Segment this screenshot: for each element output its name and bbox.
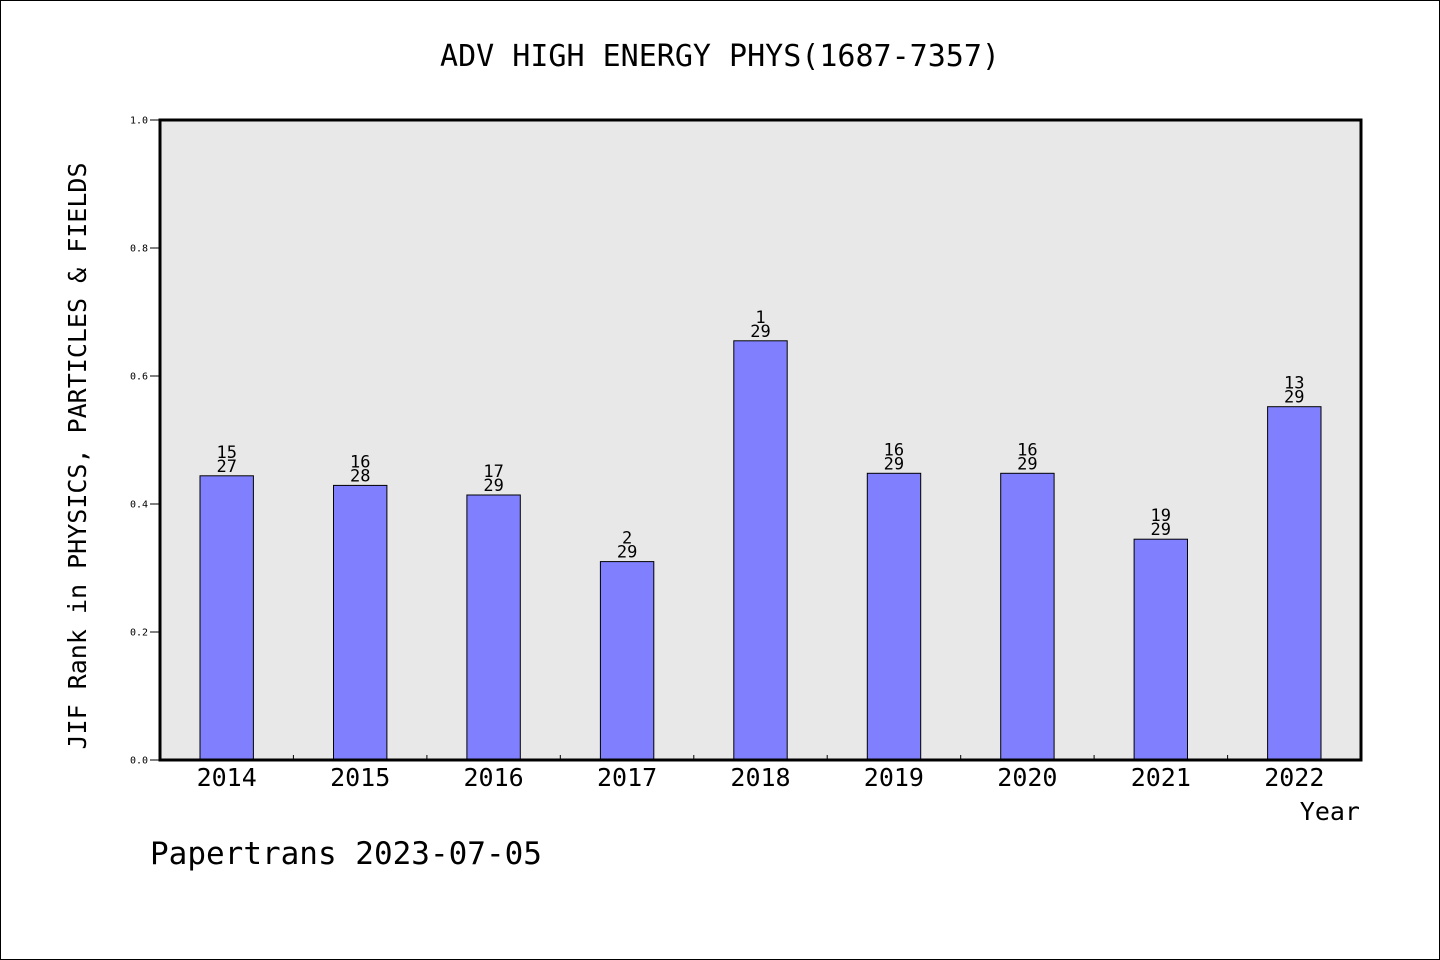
x-tick-label-2017: 2017: [597, 763, 657, 792]
chart-title: ADV HIGH ENERGY PHYS(1687-7357): [440, 39, 1000, 74]
y-tick-label-1.0: 1.0: [130, 116, 148, 127]
data-label-top-2015: 16: [350, 452, 370, 472]
data-label-top-2021: 19: [1151, 506, 1171, 526]
data-label-bottom-2018: 29: [750, 322, 770, 342]
x-tick-label-2015: 2015: [330, 763, 390, 792]
x-axis-label: Year: [1300, 797, 1360, 826]
data-label-bottom-2016: 29: [483, 476, 503, 496]
bar-2018: [733, 340, 788, 761]
x-tick-label-2016: 2016: [463, 763, 523, 792]
x-tick-label-2022: 2022: [1264, 763, 1324, 792]
data-label-top-2014: 15: [216, 443, 236, 463]
ticks-group: 2014 2015 2016 2017 2018 2019 2020 2021 2022 0.0 0…: [130, 116, 1324, 793]
bar-2014: [199, 475, 254, 761]
data-label-bottom-2014: 27: [216, 457, 236, 477]
footer-text: Papertrans 2023-07-05: [150, 836, 542, 872]
x-tick-label-2014: 2014: [197, 763, 257, 792]
bar-2020: [1000, 472, 1055, 761]
x-tick-label-2021: 2021: [1131, 763, 1191, 792]
data-label-top-2020: 16: [1017, 440, 1037, 460]
x-tick-label-2020: 2020: [997, 763, 1057, 792]
data-label-top-2016: 17: [483, 462, 503, 482]
data-label-bottom-2015: 28: [350, 466, 370, 486]
data-label-bottom-2021: 29: [1151, 520, 1171, 540]
data-label-top-2022: 13: [1284, 374, 1304, 394]
bar-2019: [866, 472, 922, 761]
y-tick-label-0.6: 0.6: [130, 372, 148, 383]
x-tick-label-2019: 2019: [864, 763, 924, 792]
data-label-bottom-2022: 29: [1284, 388, 1304, 408]
bar-2016: [466, 494, 521, 761]
bar-2022: [1267, 406, 1322, 761]
data-label-top-2019: 16: [884, 440, 904, 460]
x-tick-label-2018: 2018: [730, 763, 790, 792]
data-label-top-2018: 1: [755, 308, 765, 328]
y-tick-label-0.0: 0.0: [130, 756, 148, 767]
y-axis-label: JIF Rank in PHYSICS, PARTICLES & FIELDS: [63, 163, 92, 750]
y-tick-label-0.4: 0.4: [130, 500, 148, 511]
data-label-bottom-2017: 29: [617, 543, 637, 563]
plot-border: [158, 118, 1363, 762]
bar-2015: [333, 484, 388, 761]
bar-2017: [599, 561, 655, 761]
bar-2021: [1133, 538, 1188, 761]
y-tick-label-0.2: 0.2: [130, 628, 148, 639]
data-label-bottom-2020: 29: [1017, 454, 1037, 474]
y-tick-label-0.8: 0.8: [130, 244, 148, 255]
data-label-bottom-2019: 29: [884, 454, 904, 474]
data-label-top-2017: 2: [622, 529, 632, 549]
